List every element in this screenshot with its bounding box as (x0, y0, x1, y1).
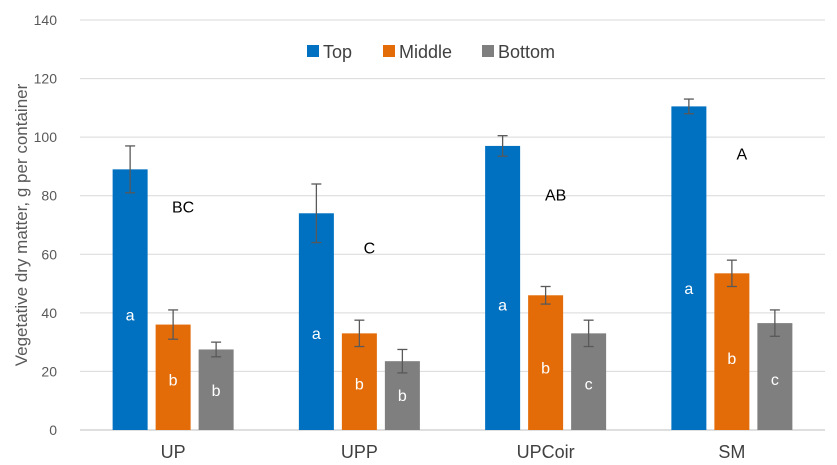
y-tick-label: 80 (41, 188, 57, 204)
bar-top-sm (671, 106, 707, 431)
legend-swatch-bottom (482, 45, 494, 57)
bar-middle-upp (341, 333, 377, 430)
gridlines (80, 19, 825, 431)
bar-significance-label: b (398, 388, 407, 405)
y-tick-label: 60 (41, 246, 57, 262)
bar-significance-label: b (169, 373, 178, 390)
bar-middle-upcoir (528, 295, 564, 430)
bar-middle-up (155, 324, 191, 430)
legend-label-top: Top (323, 42, 352, 62)
legend: Top Middle Bottom (307, 42, 555, 62)
bar-significance-label: a (498, 298, 507, 315)
y-tick-label: 100 (34, 129, 58, 145)
bars: a b b a b b a b c a b c BC C AB A (112, 98, 793, 431)
y-tick-label: 0 (49, 422, 57, 438)
bar-significance-label: b (727, 351, 736, 368)
bar-significance-label: a (126, 308, 135, 325)
bar-significance-label: b (212, 383, 221, 400)
legend-swatch-top (307, 45, 319, 57)
y-tick-label: 20 (41, 363, 57, 379)
y-axis-label: Vegetative dry matter, g per container (12, 83, 31, 366)
y-axis-ticks: 0 20 40 60 80 100 120 140 (34, 12, 58, 438)
bar-significance-label: a (684, 281, 693, 298)
group-significance-label: C (364, 240, 376, 257)
bar-significance-label: a (312, 326, 321, 343)
group-significance-label: AB (545, 188, 566, 205)
bar-middle-sm (714, 273, 750, 430)
bar-top-upcoir (485, 145, 521, 430)
bar-top-upp (298, 213, 334, 430)
legend-label-middle: Middle (399, 42, 452, 62)
bar-top-up (112, 169, 148, 430)
group-significance-label: BC (172, 199, 194, 216)
bar-significance-label: c (771, 372, 779, 389)
bar-significance-label: b (355, 376, 364, 393)
legend-label-bottom: Bottom (498, 42, 555, 62)
bar-significance-label: b (541, 360, 550, 377)
y-tick-label: 120 (34, 71, 58, 87)
x-category-label: UPP (341, 442, 378, 462)
bar-bottom-upcoir (571, 333, 607, 430)
legend-swatch-middle (383, 45, 395, 57)
x-category-label: UP (161, 442, 186, 462)
x-axis-categories: UP UPP UPCoir SM (161, 442, 746, 462)
bar-significance-label: c (585, 376, 593, 393)
x-category-label: UPCoir (517, 442, 575, 462)
x-category-label: SM (718, 442, 745, 462)
bar-bottom-sm (757, 323, 793, 430)
group-significance-label: A (737, 147, 748, 164)
bar-bottom-up (198, 349, 234, 430)
y-tick-label: 140 (34, 12, 58, 28)
y-tick-label: 40 (41, 305, 57, 321)
